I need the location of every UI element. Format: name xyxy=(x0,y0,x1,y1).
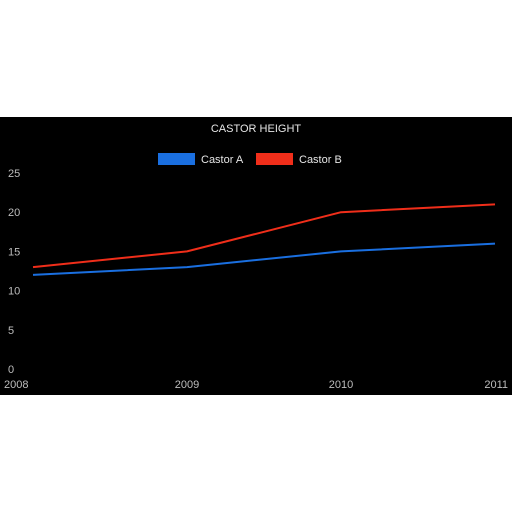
series-line-castor-b xyxy=(32,203,496,269)
legend-item-castor-b[interactable]: Castor B xyxy=(256,153,342,166)
legend[interactable]: Castor A Castor B xyxy=(158,153,342,166)
y-tick-label: 15 xyxy=(8,246,20,258)
x-tick-label: 2008 xyxy=(4,379,28,391)
x-tick-label: 2011 xyxy=(484,379,508,391)
series-line-castor-a xyxy=(32,242,496,276)
series-group xyxy=(32,203,496,276)
y-tick-label: 5 xyxy=(8,325,14,337)
y-tick-label: 25 xyxy=(8,168,20,180)
legend-label-castor-b: Castor B xyxy=(299,154,342,166)
chart-panel: CASTOR HEIGHT Castor A Castor B 0 5 10 15 20… xyxy=(0,117,512,395)
x-axis: 2008 2009 2010 2011 xyxy=(4,379,508,391)
y-tick-label: 20 xyxy=(8,207,20,219)
line-chart: CASTOR HEIGHT Castor A Castor B 0 5 10 15 20… xyxy=(4,123,508,391)
legend-swatch-castor-a xyxy=(158,153,195,165)
y-tick-label: 0 xyxy=(8,364,14,376)
legend-item-castor-a[interactable]: Castor A xyxy=(158,153,244,166)
legend-swatch-castor-b xyxy=(256,153,293,165)
y-tick-label: 10 xyxy=(8,286,20,298)
chart-title: CASTOR HEIGHT xyxy=(211,123,302,135)
x-tick-label: 2009 xyxy=(175,379,199,391)
y-axis: 0 5 10 15 20 25 xyxy=(8,168,20,376)
legend-label-castor-a: Castor A xyxy=(201,154,244,166)
x-tick-label: 2010 xyxy=(329,379,353,391)
